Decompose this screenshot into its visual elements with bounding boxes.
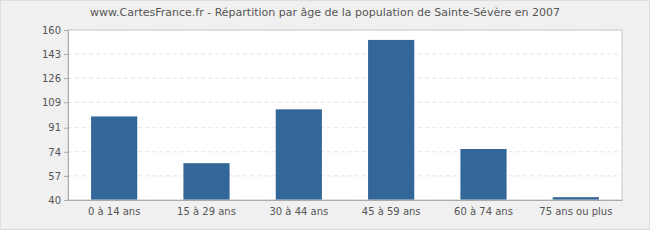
x-axis: 0 à 14 ans 15 à 29 ans 30 à 44 ans 45 à 59 …: [69, 200, 623, 217]
y-axis: 40 57 74 91 109 126 143 160: [42, 25, 69, 206]
plot: 40 57 74 91 109 126 143 160 0 à 14 ans 15 à 29 an…: [42, 25, 623, 217]
bar: [460, 149, 506, 200]
x-tick: 30 à 44 ans: [269, 200, 328, 217]
y-tick-mark: [64, 152, 68, 153]
chart: www.CartesFrance.fr - Répartition par âg…: [0, 0, 650, 230]
x-tick: 45 à 59 ans: [362, 200, 421, 217]
y-tick: 91: [48, 122, 68, 133]
y-tick: 40: [48, 195, 68, 206]
y-tick-label: 109: [42, 97, 61, 108]
x-tick-label: 0 à 14 ans: [88, 206, 140, 217]
x-tick: 15 à 29 ans: [177, 200, 236, 217]
grid: [68, 30, 622, 200]
x-tick-label: 75 ans ou plus: [539, 206, 612, 217]
y-tick-label: 126: [42, 73, 61, 84]
plot-frame: [68, 30, 622, 200]
grid-line: [68, 102, 622, 103]
y-tick: 143: [42, 49, 68, 60]
y-tick-mark: [64, 30, 68, 31]
y-tick-mark: [64, 200, 68, 201]
y-tick: 57: [48, 171, 68, 182]
y-tick-label: 40: [48, 195, 61, 206]
y-tick: 160: [42, 25, 68, 36]
x-axis-line: [69, 200, 623, 201]
bar: [183, 163, 229, 200]
y-tick-mark: [64, 128, 68, 129]
x-tick-label: 15 à 29 ans: [177, 206, 236, 217]
plot-area: [68, 30, 622, 200]
grid-line: [68, 175, 622, 176]
grid-line: [68, 127, 622, 128]
y-tick: 126: [42, 73, 68, 84]
y-tick: 74: [48, 147, 68, 158]
y-tick: 109: [42, 97, 68, 108]
y-tick-mark: [64, 78, 68, 79]
grid-line: [68, 151, 622, 152]
bars: [91, 40, 599, 200]
x-tick: 0 à 14 ans: [88, 200, 140, 217]
y-tick-label: 57: [48, 171, 61, 182]
y-tick-mark: [64, 176, 68, 177]
x-tick-label: 30 à 44 ans: [269, 206, 328, 217]
y-tick-label: 143: [42, 49, 61, 60]
y-tick-mark: [64, 54, 68, 55]
x-tick-label: 60 à 74 ans: [454, 206, 513, 217]
y-tick-label: 91: [48, 122, 61, 133]
grid-line: [68, 54, 622, 55]
y-tick-label: 160: [42, 25, 61, 36]
y-axis-line: [64, 31, 69, 201]
title: www.CartesFrance.fr - Répartition par âg…: [90, 6, 560, 19]
bar: [368, 40, 414, 200]
y-tick-label: 74: [48, 147, 61, 158]
x-tick: 75 ans ou plus: [539, 200, 612, 217]
x-tick-label: 45 à 59 ans: [362, 206, 421, 217]
grid-line: [68, 78, 622, 79]
background: [1, 1, 650, 230]
bar: [276, 109, 322, 200]
x-tick: 60 à 74 ans: [454, 200, 513, 217]
y-tick-mark: [64, 102, 68, 103]
bar: [91, 116, 137, 200]
